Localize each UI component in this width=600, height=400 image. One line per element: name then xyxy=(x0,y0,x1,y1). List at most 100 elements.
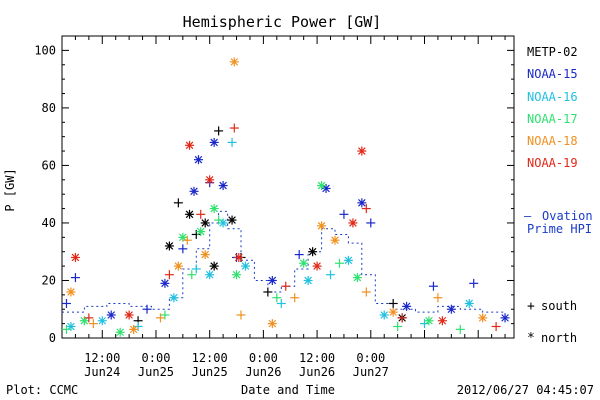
legend-entry-metp02: METP-02 xyxy=(527,45,578,59)
x-tick-label-date: Jun25 xyxy=(192,365,228,379)
north-marker xyxy=(478,313,488,323)
north-marker xyxy=(267,275,277,285)
north-marker xyxy=(299,258,309,268)
south-marker xyxy=(173,198,183,208)
north-marker xyxy=(446,304,456,314)
legend-entry-noaa19: NOAA-19 xyxy=(527,156,578,170)
legend-ovation-line1: Ovation xyxy=(542,209,593,223)
south-marker xyxy=(428,281,438,291)
north-marker xyxy=(267,319,277,329)
legend-south-label: south xyxy=(541,299,577,313)
north-marker xyxy=(124,310,134,320)
north-marker xyxy=(106,310,116,320)
legend-north-symbol: * xyxy=(527,331,535,346)
north-marker xyxy=(200,218,210,228)
south-marker xyxy=(281,281,291,291)
south-marker xyxy=(229,123,239,133)
north-marker xyxy=(205,175,215,185)
north-marker xyxy=(317,181,327,191)
south-marker xyxy=(290,293,300,303)
south-marker xyxy=(178,244,188,254)
south-marker xyxy=(263,287,273,297)
footer-plot-source: Plot: CCMC xyxy=(6,383,78,397)
ovation-hpi-line xyxy=(62,210,506,315)
south-marker xyxy=(339,209,349,219)
legend-ovation-dash: – xyxy=(524,209,532,223)
south-marker xyxy=(397,313,407,323)
north-marker xyxy=(185,140,195,150)
y-tick-label: 80 xyxy=(42,101,56,115)
north-marker xyxy=(357,146,367,156)
south-marker xyxy=(388,298,398,308)
legend-entry-noaa15: NOAA-15 xyxy=(527,67,578,81)
x-tick-label-date: Jun27 xyxy=(353,365,389,379)
north-marker xyxy=(312,261,322,271)
x-tick-label-time: 12:00 xyxy=(192,351,228,365)
north-marker xyxy=(66,287,76,297)
south-marker xyxy=(70,273,80,283)
north-marker xyxy=(205,270,215,280)
north-marker xyxy=(232,270,242,280)
south-marker xyxy=(227,137,237,147)
legend-entry-noaa16: NOAA-16 xyxy=(527,90,578,104)
north-marker xyxy=(402,301,412,311)
south-marker xyxy=(361,287,371,297)
footer-timestamp: 2012/06/27 04:45:07 xyxy=(457,383,594,397)
north-marker xyxy=(164,241,174,251)
x-tick-label-time: 12:00 xyxy=(299,351,335,365)
x-tick-label-time: 0:00 xyxy=(142,351,171,365)
north-marker xyxy=(209,137,219,147)
south-marker xyxy=(433,293,443,303)
x-axis-label: Date and Time xyxy=(241,383,335,397)
north-marker xyxy=(218,181,228,191)
south-marker xyxy=(214,126,224,136)
y-tick-label: 40 xyxy=(42,216,56,230)
south-marker xyxy=(236,310,246,320)
south-marker xyxy=(393,321,403,331)
north-marker xyxy=(160,278,170,288)
north-marker xyxy=(343,255,353,265)
north-marker xyxy=(193,155,203,165)
y-axis-label: P [GW] xyxy=(3,168,17,211)
legend-ovation-line2: Prime HPI xyxy=(527,222,592,236)
south-marker xyxy=(276,298,286,308)
plot-frame xyxy=(61,35,515,339)
south-marker xyxy=(182,235,192,245)
north-marker xyxy=(173,261,183,271)
south-marker xyxy=(84,313,94,323)
south-marker xyxy=(191,264,201,274)
north-marker xyxy=(348,218,358,228)
north-marker xyxy=(227,215,237,225)
data-points-layer xyxy=(61,57,510,337)
south-marker xyxy=(361,204,371,214)
north-marker xyxy=(379,310,389,320)
y-tick-label: 60 xyxy=(42,158,56,172)
south-marker xyxy=(455,324,465,334)
ovation-hpi-layer xyxy=(62,210,506,315)
north-marker xyxy=(229,57,239,67)
legend-entry-noaa17: NOAA-17 xyxy=(527,112,578,126)
x-tick-label-date: Jun26 xyxy=(299,365,335,379)
north-marker xyxy=(115,327,125,337)
north-marker xyxy=(303,275,313,285)
south-marker xyxy=(88,319,98,329)
north-marker xyxy=(129,324,139,334)
north-marker xyxy=(97,316,107,326)
north-marker xyxy=(330,235,340,245)
y-tick-label: 20 xyxy=(42,273,56,287)
legend-north-label: north xyxy=(541,331,577,345)
y-tick-label: 0 xyxy=(49,331,56,345)
north-marker xyxy=(424,316,434,326)
south-marker xyxy=(164,270,174,280)
x-tick-label-time: 0:00 xyxy=(249,351,278,365)
south-marker xyxy=(196,209,206,219)
north-marker xyxy=(317,221,327,231)
x-tick-label-time: 0:00 xyxy=(356,351,385,365)
x-tick-label-date: Jun26 xyxy=(245,365,281,379)
legend-south-symbol: + xyxy=(527,299,535,314)
north-marker xyxy=(500,313,510,323)
south-marker xyxy=(334,258,344,268)
north-marker xyxy=(240,261,250,271)
south-marker xyxy=(187,270,197,280)
